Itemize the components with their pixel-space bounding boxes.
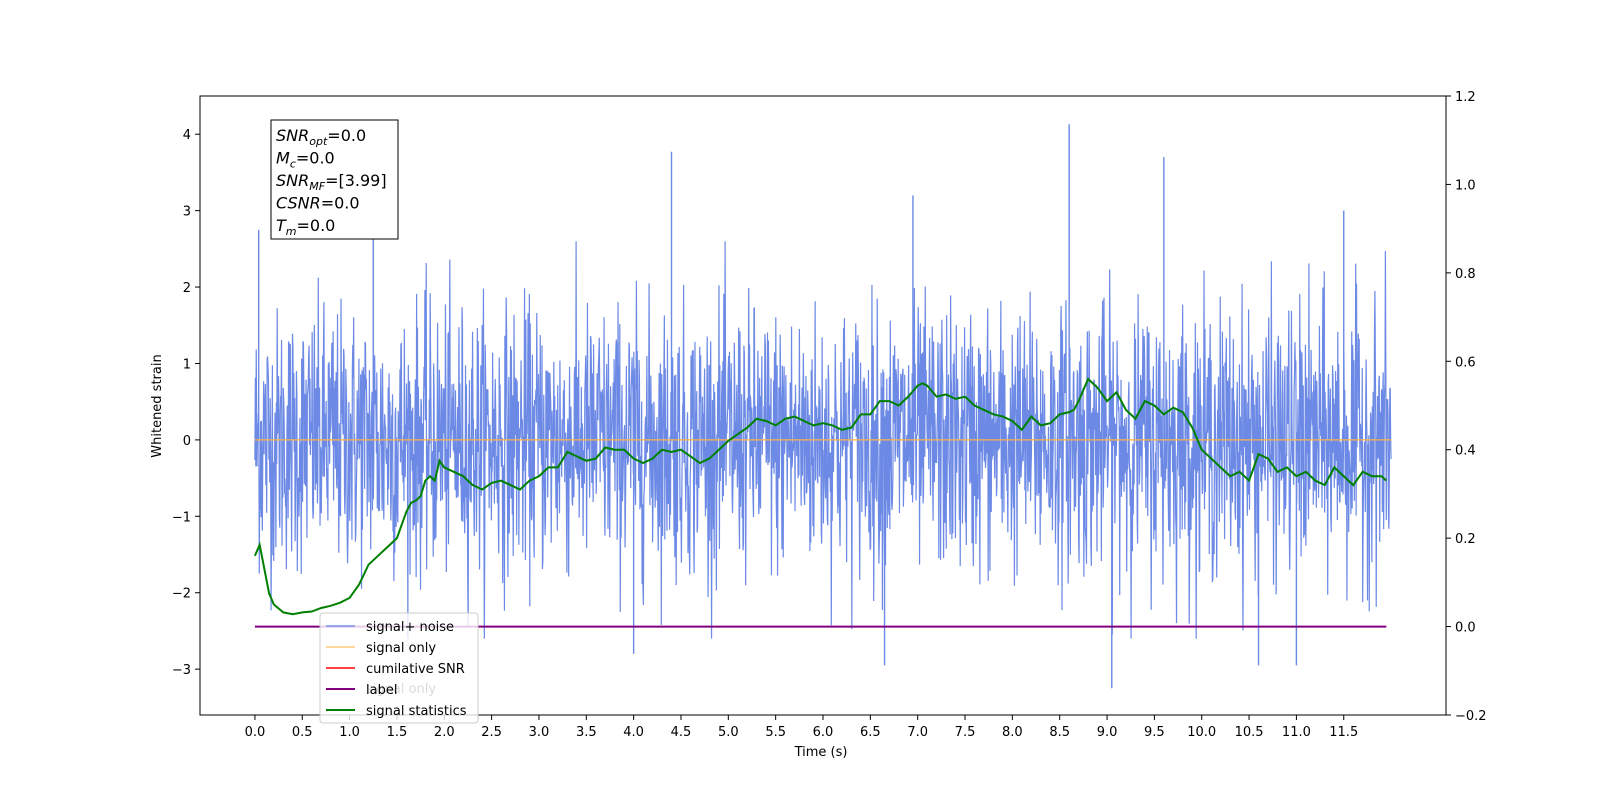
x-tick-label: 2.5 <box>481 725 502 740</box>
x-tick-label: 10.0 <box>1187 725 1216 740</box>
legend-label: signal+ noise <box>366 620 454 635</box>
y-axis-left: −3 −2 −1 0 1 2 3 4 <box>172 128 200 678</box>
legend: signal+ noise signal only cumilative SNR la… <box>319 612 479 724</box>
x-tick-label: 9.0 <box>1097 725 1118 740</box>
plot-area <box>253 124 1392 689</box>
x-tick-label: 10.5 <box>1235 725 1264 740</box>
x-tick-label: 0.0 <box>245 725 266 740</box>
y-right-tick-label: 0.6 <box>1455 355 1476 370</box>
y-right-tick-label: −0.2 <box>1455 709 1487 724</box>
x-tick-label: 4.5 <box>671 725 692 740</box>
y-left-tick-label: 1 <box>183 357 191 372</box>
legend-ghost-label: signal only <box>366 682 436 697</box>
y-right-tick-label: 0.8 <box>1455 267 1476 282</box>
x-tick-label: 5.0 <box>718 725 739 740</box>
y-left-tick-label: 0 <box>183 434 191 449</box>
x-tick-label: 5.5 <box>765 725 786 740</box>
y-left-tick-label: −3 <box>172 663 191 678</box>
x-tick-label: 8.5 <box>1049 725 1070 740</box>
y-right-tick-label: 0.2 <box>1455 532 1476 547</box>
info-line: SNRMF=[3.99] <box>276 171 387 193</box>
y-left-tick-label: 4 <box>183 128 191 143</box>
y-right-tick-label: 0.4 <box>1455 444 1476 459</box>
y-right-tick-label: 1.2 <box>1455 90 1476 105</box>
x-tick-label: 3.0 <box>529 725 550 740</box>
series-signal-noise <box>254 241 1392 639</box>
x-tick-label: 1.0 <box>339 725 360 740</box>
info-line: Tm=0.0 <box>276 216 335 238</box>
legend-label: signal statistics <box>366 704 467 719</box>
y-axis-right: −0.2 0.0 0.2 0.4 0.6 0.8 1.0 1.2 <box>1446 90 1487 724</box>
x-tick-label: 11.5 <box>1329 725 1358 740</box>
series-signal-noise-peaks <box>258 124 1345 689</box>
info-line: Mc=0.0 <box>276 149 335 171</box>
x-tick-label: 9.5 <box>1144 725 1165 740</box>
x-axis: 0.0 0.5 1.0 1.5 2.0 2.5 3.0 3.5 4.0 4.5 5.0 5.5 6.0 6… <box>245 715 1358 740</box>
series-signal-statistics <box>253 377 1388 616</box>
x-tick-label: 6.5 <box>860 725 881 740</box>
x-tick-label: 7.5 <box>955 725 976 740</box>
y-right-tick-label: 0.0 <box>1455 621 1476 636</box>
legend-label: cumilative SNR <box>366 662 465 677</box>
info-line: SNRopt=0.0 <box>276 126 366 148</box>
x-tick-label: 4.0 <box>623 725 644 740</box>
x-axis-label: Time (s) <box>794 745 848 760</box>
y-left-tick-label: 2 <box>183 281 191 296</box>
y-right-tick-label: 1.0 <box>1455 178 1476 193</box>
x-tick-label: 1.5 <box>387 725 408 740</box>
info-box-frame <box>270 119 399 240</box>
x-tick-label: 3.5 <box>576 725 597 740</box>
y-axis-left-label: Whitened strain <box>150 354 165 457</box>
legend-frame <box>319 612 479 724</box>
x-tick-label: 2.0 <box>434 725 455 740</box>
y-left-tick-label: 3 <box>183 205 191 220</box>
y-left-tick-label: −2 <box>172 587 191 602</box>
legend-label: signal only <box>366 641 436 656</box>
info-line: CSNR=0.0 <box>276 194 360 213</box>
x-tick-label: 8.0 <box>1002 725 1023 740</box>
x-tick-label: 11.0 <box>1282 725 1311 740</box>
x-tick-label: 0.5 <box>292 725 313 740</box>
x-tick-label: 6.0 <box>813 725 834 740</box>
x-tick-label: 7.0 <box>907 725 928 740</box>
legend-label: label <box>366 683 397 698</box>
y-left-tick-label: −1 <box>172 510 191 525</box>
